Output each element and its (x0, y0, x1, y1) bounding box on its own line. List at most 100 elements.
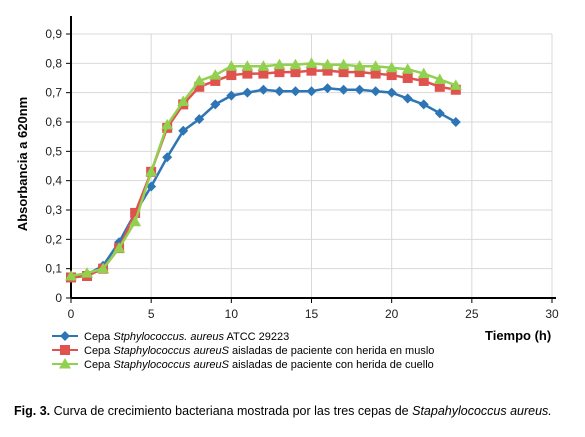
y-tick-label: 0,1 (45, 262, 62, 276)
growth-curve-chart: 0 0,1 0,2 0,3 0,4 0,5 0,6 0,7 0,8 0,9 0 5 10 15 20 25 30… (15, 16, 559, 371)
x-tick-label: 0 (68, 307, 75, 321)
series-3-point (193, 74, 206, 86)
series-2-point (354, 67, 365, 78)
y-tick-label: 0,9 (45, 27, 62, 41)
series-1-point (258, 84, 269, 95)
y-tick-label: 0,6 (45, 115, 62, 129)
legend-label-2: Cepa Staphylococcus aureuS aisladas de p… (84, 345, 434, 357)
y-tick-label: 0,3 (45, 203, 62, 217)
legend-label-3: Cepa Staphylococcus aureuS aisladas de p… (84, 359, 434, 371)
series-1-line (70, 87, 457, 279)
series-1-point (274, 86, 285, 97)
series-2-point (194, 81, 205, 92)
series-1-point (306, 86, 317, 97)
y-tick-label: 0 (55, 291, 62, 305)
y-tick-label: 0,5 (45, 144, 62, 158)
series-1-point (178, 125, 189, 136)
series-1-point (162, 152, 173, 163)
x-tick-label: 20 (385, 307, 399, 321)
series-3-point (417, 67, 430, 79)
legend-label-1: Cepa Stphylococcus. aureus ATCC 29223 (84, 331, 289, 343)
series-1-point (146, 181, 157, 192)
series-1-point (338, 84, 349, 95)
series-layer (65, 57, 462, 283)
series-3-point (257, 60, 270, 71)
series-1-point (386, 87, 397, 98)
series-2-point (258, 68, 269, 79)
series-2-point (434, 81, 445, 92)
axes: 0 0,1 0,2 0,3 0,4 0,5 0,6 0,7 0,8 0,9 0 5 10 15 20 25 30 (45, 16, 559, 321)
series-3-point (209, 69, 222, 80)
legend-marker-1 (60, 331, 70, 341)
series-2-line (70, 69, 457, 279)
y-tick-label: 0,7 (45, 86, 62, 100)
series-3-point (161, 118, 174, 130)
series-3-point (241, 60, 254, 71)
series-3 (65, 57, 462, 281)
legend-item-2: Cepa Staphylococcus aureuS aisladas de p… (52, 345, 434, 357)
series-1 (66, 83, 461, 283)
caption-text: Curva de crecimiento bacteriana mostrada… (50, 404, 413, 418)
x-tick-label: 10 (225, 307, 239, 321)
series-1-point (418, 99, 429, 110)
series-3-point (145, 165, 158, 177)
caption-species: Stapahylococcus aureus. (412, 404, 552, 418)
series-3-point (65, 270, 77, 281)
legend-marker-3 (59, 358, 71, 369)
series-3-point (225, 60, 238, 71)
series-3-point (273, 58, 286, 70)
x-tick-label: 5 (148, 307, 155, 321)
series-2-point (226, 70, 237, 81)
series-3-point (129, 215, 142, 227)
series-3-point (289, 58, 302, 70)
series-2-point (370, 68, 381, 79)
figure-caption: Fig. 3. Curva de crecimiento bacteriana … (14, 403, 574, 419)
series-2-point (210, 75, 221, 86)
series-1-point (226, 90, 237, 101)
series-2-point (338, 67, 349, 78)
series-3-point (321, 58, 334, 70)
series-2-point (306, 65, 317, 76)
series-2-point (242, 68, 253, 79)
series-3-point (97, 262, 110, 274)
series-3-point (449, 79, 462, 90)
series-1-point (370, 86, 381, 97)
series-3-point (81, 267, 94, 278)
series-1-point (450, 117, 461, 127)
series-2-point (130, 207, 141, 218)
series-1-point (402, 93, 413, 104)
y-tick-label: 0,2 (45, 232, 62, 246)
series-2-point (322, 65, 333, 76)
series-3-point (337, 58, 350, 70)
legend-marker-2 (60, 345, 70, 355)
y-tick-label: 0,4 (45, 174, 62, 188)
y-tick-label: 0,8 (45, 56, 62, 70)
y-axis-label: Absorbancia a 620nm (15, 97, 30, 231)
series-1-point (290, 86, 301, 97)
x-tick-label: 15 (305, 307, 319, 321)
series-3-point (113, 242, 126, 253)
series-3-point (305, 57, 318, 68)
series-2-point (274, 67, 285, 78)
series-1-point (322, 83, 333, 94)
series-1-point (194, 114, 205, 125)
series-1-point (434, 108, 445, 119)
series-1-point (210, 99, 221, 110)
series-3-point (369, 60, 382, 71)
series-3-point (401, 63, 414, 74)
series-1-point (354, 84, 365, 95)
legend-item-1: Cepa Stphylococcus. aureus ATCC 29223 (52, 331, 289, 343)
series-2-point (402, 73, 413, 83)
x-axis-label: Tiempo (h) (485, 328, 551, 343)
series-2 (66, 65, 461, 283)
legend-item-3: Cepa Staphylococcus aureuS aisladas de p… (52, 358, 434, 371)
x-tick-label: 30 (545, 307, 559, 321)
series-2-point (386, 70, 397, 81)
series-3-point (385, 61, 398, 73)
series-3-point (433, 73, 446, 84)
series-1-point (242, 87, 253, 98)
series-2-point (290, 67, 301, 78)
series-3-point (353, 60, 366, 71)
caption-fig-label: Fig. 3. (14, 404, 51, 418)
series-3-point (177, 95, 190, 106)
